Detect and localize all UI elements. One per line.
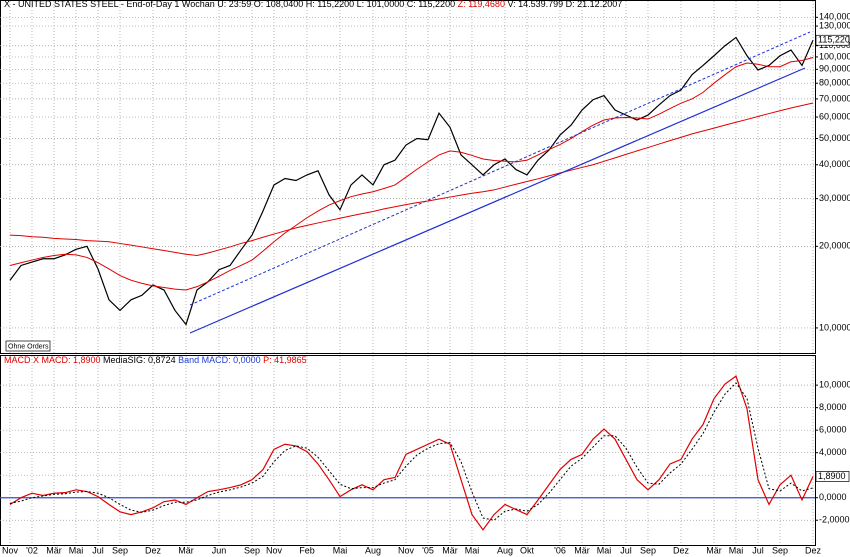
macd-panel (0, 355, 816, 546)
header-part: Z: 119,4680 (455, 0, 505, 9)
y-tick-label: 140,0000 (819, 12, 850, 22)
x-tick-label: Mär (442, 545, 458, 555)
x-tick-label: '02 (26, 545, 38, 555)
x-tick-label: Sep (640, 545, 656, 555)
series-line (9, 375, 814, 531)
x-tick-label: Nov (266, 545, 283, 555)
y-tick-label: 8,0000 (819, 402, 847, 412)
x-tick-label: Feb (299, 545, 315, 555)
orders-label: Ohne Orders (8, 343, 49, 350)
panel-header: MACD X MACD: 1,8900 MediaSIG: 0,8724 Ban… (4, 355, 307, 365)
last-value-label: 115,2200 (818, 35, 850, 45)
x-tick-label: Mai (69, 545, 84, 555)
x-tick-label: Mär (574, 545, 590, 555)
x-tick-label: Sep (112, 545, 128, 555)
y-tick-label: 90,0000 (819, 64, 850, 74)
x-tick-label: Mai (333, 545, 348, 555)
y-tick-label: 60,0000 (819, 111, 850, 121)
x-tick-label: Nov (2, 545, 19, 555)
header-part: Band MACD: 0,0000 (176, 355, 261, 365)
last-value-box (815, 34, 850, 46)
y-tick-label: 50,0000 (819, 133, 850, 143)
x-tick-label: Dez (673, 545, 690, 555)
x-tick-label: Jun (212, 545, 227, 555)
x-tick-label: Mär (46, 545, 62, 555)
y-tick-label: 10,0000 (819, 322, 850, 332)
x-tick-label: Mai (465, 545, 480, 555)
x-tick-label: Okt (520, 545, 535, 555)
last-value-label: 1,8900 (818, 471, 846, 481)
y-tick-label: -2,0000 (819, 515, 850, 525)
price-panel (0, 0, 816, 354)
last-value-box (815, 471, 850, 482)
series-line (9, 57, 814, 291)
header-part: MediaSIG: 0,8724 (101, 355, 176, 365)
x-tick-label: Dez (145, 545, 162, 555)
x-tick-label: Aug (365, 545, 381, 555)
x-tick-label: Mär (178, 545, 194, 555)
orders-box (5, 340, 51, 352)
trend-channel-line (189, 31, 811, 306)
x-tick-label: Jul (752, 545, 764, 555)
x-tick-label: Sep (772, 545, 788, 555)
y-tick-label: 100,0000 (819, 51, 850, 61)
x-tick-label: '06 (554, 545, 566, 555)
y-tick-label: 130,0000 (819, 20, 850, 30)
panel-header: X - UNITED STATES STEEL - End-of-Day 1 W… (4, 0, 622, 9)
y-tick-label: 0,0000 (819, 492, 847, 502)
x-tick-label: Jul (620, 545, 632, 555)
x-tick-label: Mai (729, 545, 744, 555)
y-tick-label: 80,0000 (819, 78, 850, 88)
header-part: X - UNITED STATES STEEL - End-of-Day 1 W… (4, 0, 455, 9)
x-tick-label: Aug (497, 545, 513, 555)
series-line (9, 36, 814, 326)
x-tick-label: Nov (398, 545, 415, 555)
x-tick-label: Mai (597, 545, 612, 555)
header-part: V: 14.539.799 D: 21.12.2007 (505, 0, 622, 9)
y-tick-label: 20,0000 (819, 241, 850, 251)
y-tick-label: 70,0000 (819, 93, 850, 103)
y-tick-label: 40,0000 (819, 159, 850, 169)
header-part: MACD X MACD: 1,8900 (4, 355, 101, 365)
trend-line (189, 67, 806, 334)
x-tick-label: Mär (706, 545, 722, 555)
x-tick-label: '05 (422, 545, 434, 555)
series-line (9, 382, 814, 521)
y-tick-label: 30,0000 (819, 193, 850, 203)
x-tick-label: Jul (92, 545, 104, 555)
x-tick-label: Dez (805, 545, 822, 555)
x-tick-label: Sep (244, 545, 260, 555)
y-tick-label: 6,0000 (819, 425, 847, 435)
header-part: P: 41,9865 (261, 355, 307, 365)
y-tick-label: 10,0000 (819, 380, 850, 390)
y-tick-label: 4,0000 (819, 447, 847, 457)
series-line (9, 102, 814, 257)
